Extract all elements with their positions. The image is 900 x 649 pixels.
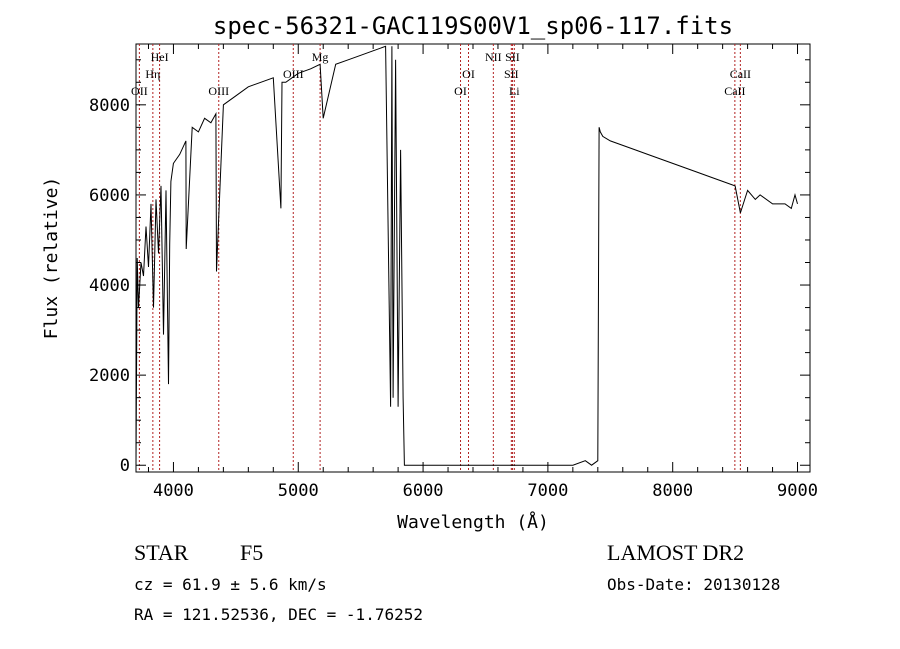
spectral-line-labels: OII Hη HeI OIII OIII Mg OI OI NII SII SII Li CaII CaI…: [131, 50, 751, 98]
spectral-line-label: NII: [485, 50, 502, 64]
observation-date: Obs-Date: 20130128: [607, 575, 781, 594]
spectral-line-label: OI: [462, 67, 475, 81]
spectral-line-label: Li: [509, 84, 520, 98]
y-axis-label: Flux (relative): [41, 177, 62, 340]
plot-frame: [135, 43, 811, 473]
redshift-text: cz = 61.9 ± 5.6 km/s: [134, 575, 327, 594]
survey-name: LAMOST DR2: [607, 540, 745, 565]
y-tick-label: 0: [120, 456, 130, 476]
spectral-line-label: OI: [454, 84, 467, 98]
spectral-line-label: SII: [505, 50, 520, 64]
x-tick-label: 8000: [652, 481, 693, 501]
y-tick-label: 2000: [89, 366, 130, 386]
y-axis-ticks: 0 2000 4000 6000 8000: [89, 59, 810, 476]
object-class: STAR: [134, 540, 189, 565]
chart-title: spec-56321-GAC119S00V1_sp06-117.fits: [213, 12, 733, 40]
x-axis-ticks: 4000 5000 6000 7000 8000 9000: [147, 44, 818, 501]
spectral-line-label: Mg: [312, 50, 329, 64]
y-tick-label: 8000: [89, 96, 130, 116]
x-tick-label: 5000: [278, 481, 319, 501]
x-tick-label: 9000: [777, 481, 818, 501]
spectral-line-label: Hη: [145, 67, 160, 81]
spectral-line-label: HeI: [151, 50, 169, 64]
x-tick-label: 6000: [403, 481, 444, 501]
x-tick-label: 4000: [153, 481, 194, 501]
spectral-line-label: SII: [504, 67, 519, 81]
spectral-line-label: CaII: [730, 67, 751, 81]
spectral-line-label: OIII: [208, 84, 229, 98]
x-axis-label: Wavelength (Å): [397, 511, 549, 533]
object-subclass: F5: [240, 540, 264, 565]
y-tick-label: 6000: [89, 186, 130, 206]
spectral-line-label: CaII: [724, 84, 745, 98]
coordinates-text: RA = 121.52536, DEC = -1.76252: [134, 605, 423, 624]
x-tick-label: 7000: [527, 481, 568, 501]
spectral-line-label: OII: [131, 84, 148, 98]
spectral-line-markers: [138, 44, 741, 472]
spectrum-series-line: [135, 45, 798, 466]
spectral-line-label: OIII: [283, 67, 304, 81]
y-tick-label: 4000: [89, 276, 130, 296]
